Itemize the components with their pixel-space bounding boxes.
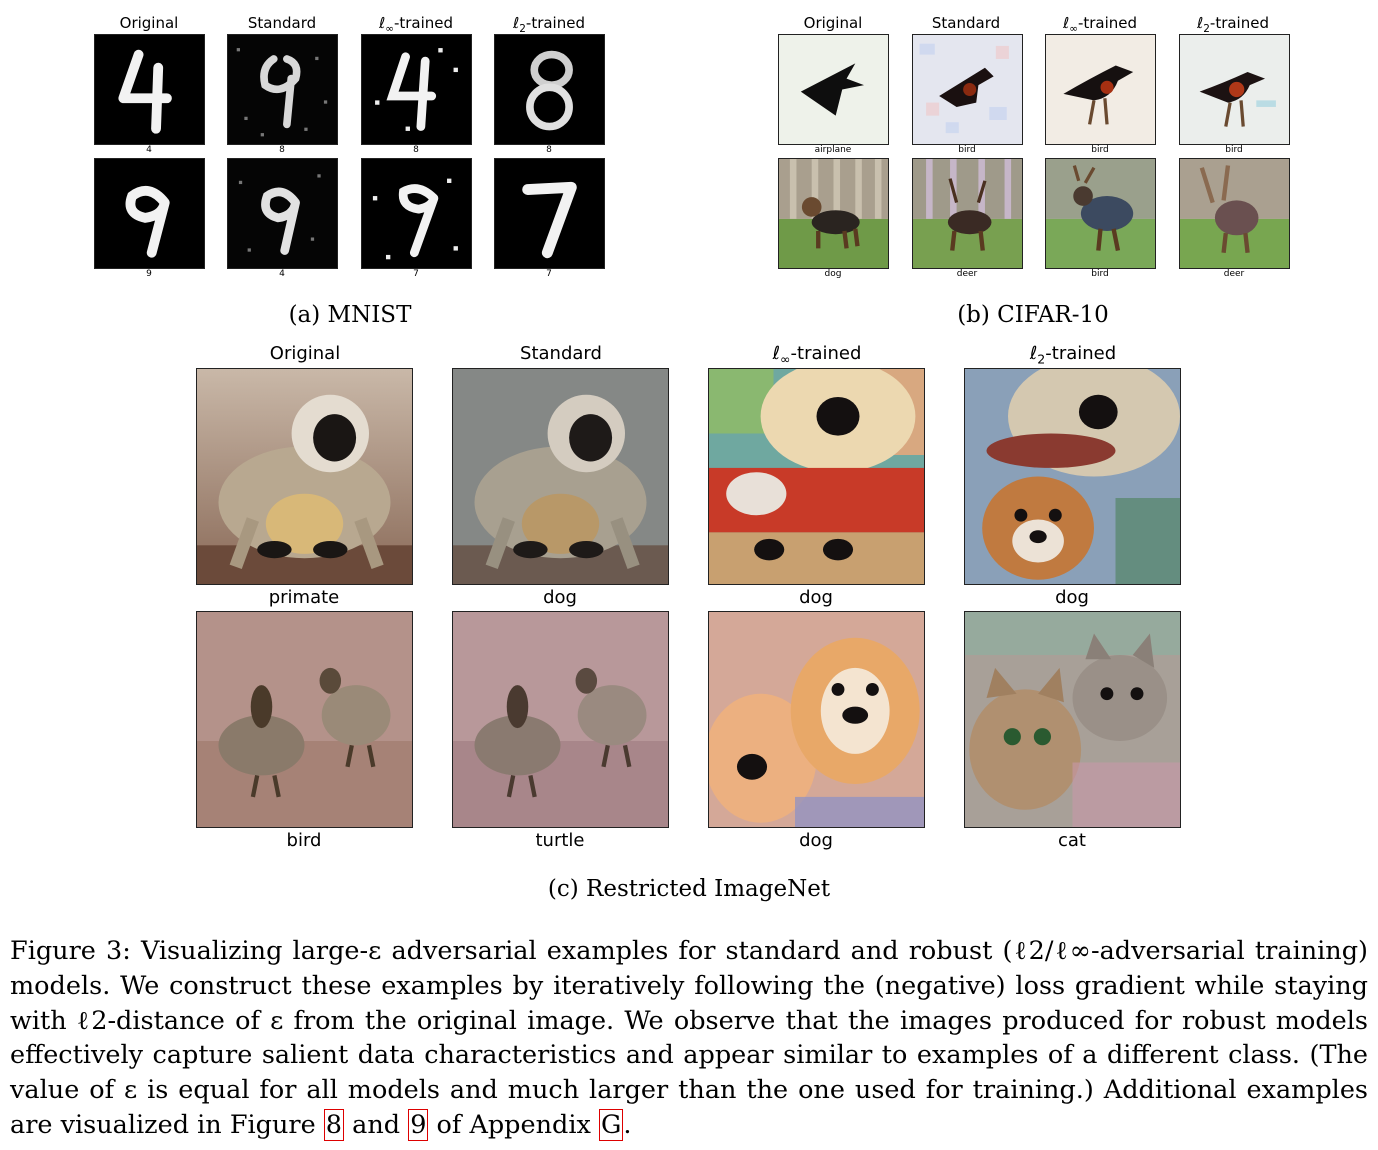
mnist-label: 9 [146,269,152,279]
mnist-header-original: Original [119,14,179,32]
caption-text: of Appendix [428,1109,599,1140]
cifar-image-original-airplane [778,34,889,145]
cifar-label: deer [956,269,978,279]
imagenet-image-standard-dog [452,368,669,585]
mnist-image-l2-7 [494,158,605,269]
imagenet-subcaption: (c) Restricted ImageNet [547,876,831,902]
cifar-label: airplane [814,145,852,155]
mnist-label: 4 [146,145,152,155]
imagenet-header-standard: Standard [520,343,602,364]
cifar-image-linf-bird [1045,158,1156,269]
mnist-image-original-9 [94,158,205,269]
mnist-label: 8 [279,145,285,155]
imagenet-image-original-bird [196,611,413,828]
caption-text: . [623,1109,632,1140]
mnist-image-linf-9 [361,158,472,269]
figure-9-link[interactable]: 9 [408,1108,429,1141]
cifar-label: dog [824,269,842,279]
imagenet-image-linf-dog [708,611,925,828]
imagenet-label: primate [268,587,340,608]
imagenet-label: dog [543,587,577,608]
imagenet-label: bird [286,830,322,851]
appendix-g-link[interactable]: G [598,1108,624,1141]
cifar-subcaption: (b) CIFAR-10 [957,302,1109,328]
mnist-label: 8 [546,145,552,155]
mnist-header-standard: Standard [247,14,317,32]
cifar-label: bird [1091,145,1109,155]
imagenet-image-standard-turtle [452,611,669,828]
imagenet-label: turtle [535,830,585,851]
mnist-image-standard-9 [227,158,338,269]
imagenet-image-l2-dog [964,368,1181,585]
cifar-label: deer [1223,269,1245,279]
imagenet-header-linf: ℓ∞-trained [772,343,862,367]
imagenet-header-l2: ℓ2-trained [1029,343,1117,367]
mnist-label: 7 [546,269,552,279]
cifar-header-l2: ℓ2-trained [1197,14,1269,35]
imagenet-image-linf-dog [708,368,925,585]
figure-caption: Figure 3: Visualizing large-ε adversaria… [10,934,1368,1143]
caption-text: and [344,1109,409,1140]
imagenet-label: dog [799,830,833,851]
cifar-header-linf: ℓ∞-trained [1062,14,1138,35]
imagenet-label: dog [799,587,833,608]
cifar-image-l2-deer [1179,158,1290,269]
figure-8-link[interactable]: 8 [323,1108,345,1141]
mnist-image-original-4 [94,34,205,145]
mnist-header-linf: ℓ∞-trained [378,14,454,35]
mnist-subcaption: (a) MNIST [288,302,412,328]
cifar-header-standard: Standard [931,14,1001,32]
imagenet-label: cat [1058,830,1086,851]
cifar-header-original: Original [803,14,863,32]
imagenet-image-original-primate [196,368,413,585]
mnist-header-l2: ℓ2-trained [513,14,585,35]
mnist-image-standard-4 [227,34,338,145]
cifar-image-original-dog [778,158,889,269]
cifar-image-standard-bird [912,34,1023,145]
imagenet-image-l2-cat [964,611,1181,828]
mnist-label: 4 [279,269,285,279]
cifar-label: bird [1225,145,1243,155]
imagenet-header-original: Original [269,343,341,364]
mnist-label: 7 [413,269,419,279]
mnist-label: 8 [413,145,419,155]
caption-text: Figure 3: Visualizing large-ε adversaria… [10,936,1368,1140]
cifar-label: bird [958,145,976,155]
cifar-image-linf-bird [1045,34,1156,145]
imagenet-label: dog [1055,587,1089,608]
cifar-image-standard-deer [912,158,1023,269]
mnist-image-l2-8 [494,34,605,145]
mnist-image-linf-4 [361,34,472,145]
cifar-label: bird [1091,269,1109,279]
cifar-image-l2-bird [1179,34,1290,145]
